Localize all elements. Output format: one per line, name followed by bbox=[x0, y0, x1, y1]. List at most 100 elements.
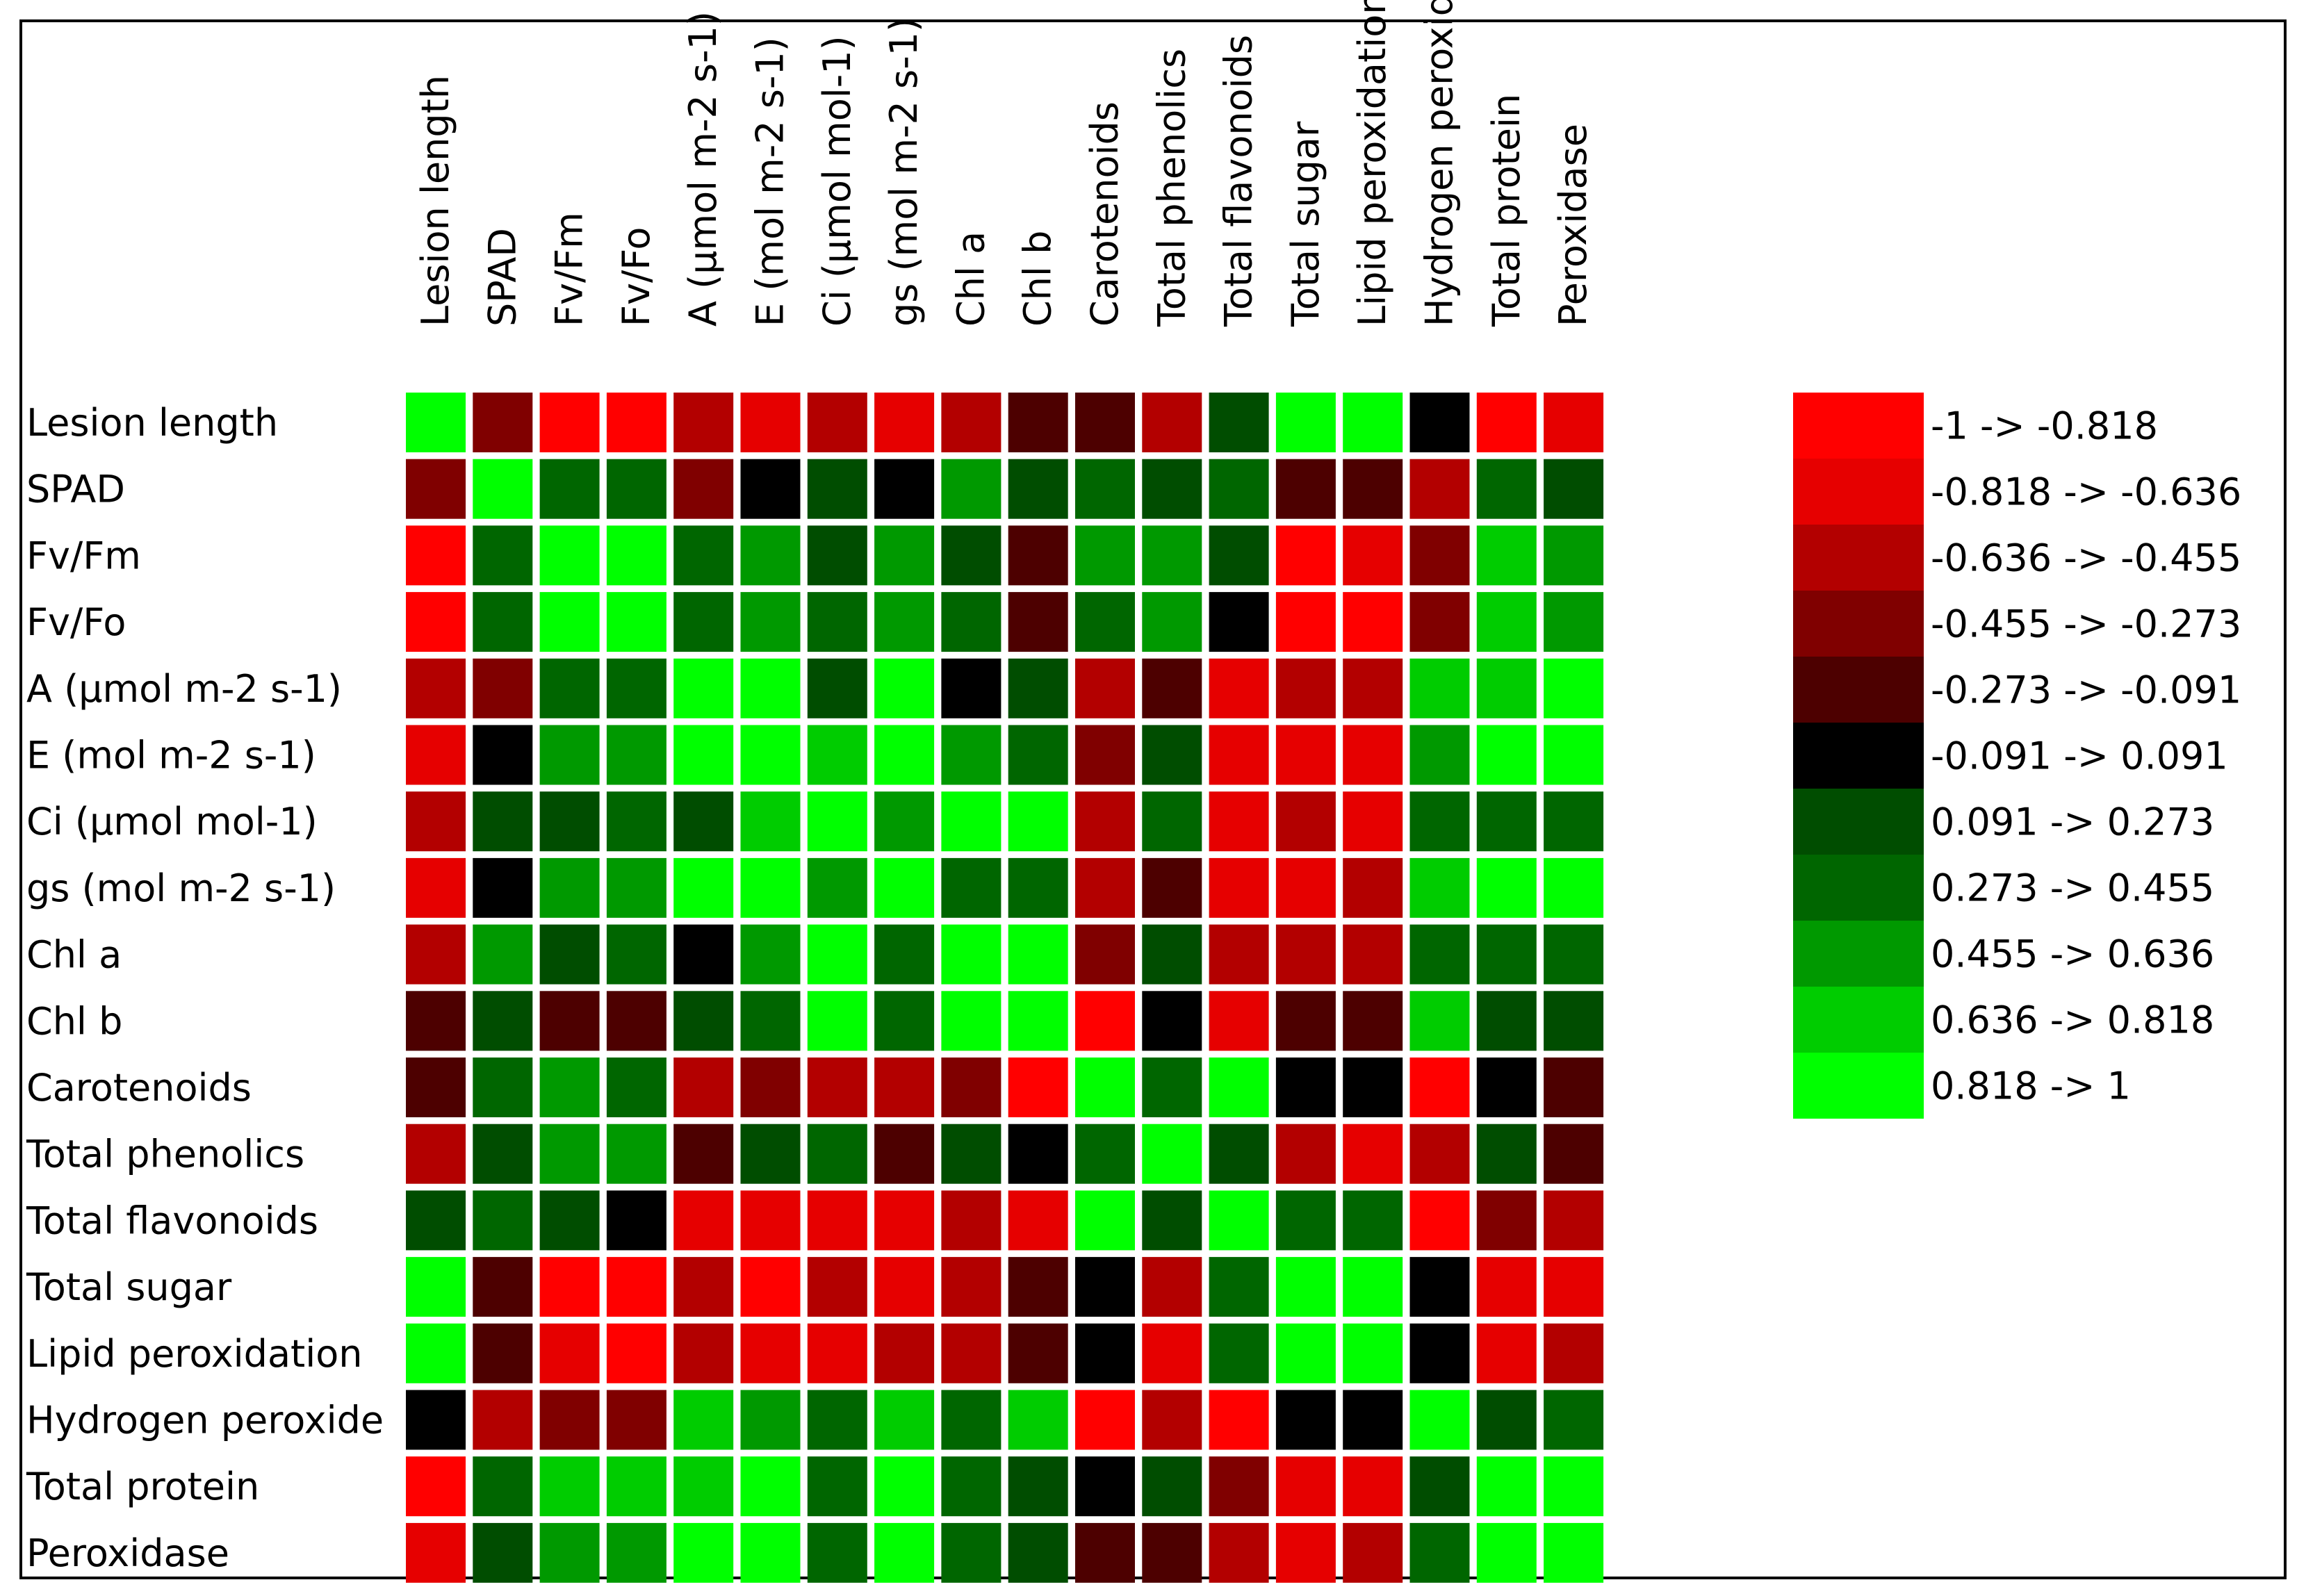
heatmap-cell bbox=[1209, 924, 1269, 985]
heatmap-cell bbox=[406, 725, 466, 785]
heatmap-cell bbox=[1343, 658, 1403, 718]
heatmap-cell bbox=[673, 924, 734, 985]
heatmap-cell bbox=[539, 1323, 600, 1383]
heatmap-cell bbox=[941, 791, 1001, 852]
row-label: Fv/Fo bbox=[26, 600, 126, 644]
heatmap-cell bbox=[1544, 1124, 1604, 1184]
heatmap-cell bbox=[1008, 991, 1068, 1051]
heatmap-cell bbox=[406, 1522, 466, 1583]
heatmap-cell bbox=[1343, 1323, 1403, 1383]
heatmap-cell bbox=[1476, 924, 1537, 985]
heatmap-cell bbox=[1275, 1058, 1336, 1117]
heatmap-cell bbox=[1209, 592, 1269, 652]
heatmap-cell bbox=[1209, 658, 1269, 718]
heatmap-cell bbox=[1142, 393, 1202, 452]
column-label: Hydrogen peroxide bbox=[1418, 0, 1462, 327]
heatmap-cell bbox=[539, 924, 600, 985]
heatmap-cell bbox=[473, 1522, 533, 1583]
heatmap-cell bbox=[807, 725, 867, 785]
legend-swatch bbox=[1793, 657, 1924, 723]
heatmap-cell bbox=[673, 1058, 734, 1117]
legend-label: -0.636 -> -0.455 bbox=[1931, 536, 2241, 580]
heatmap-cell bbox=[473, 1456, 533, 1517]
heatmap-cell bbox=[807, 1124, 867, 1184]
heatmap-cell bbox=[941, 1522, 1001, 1583]
heatmap-cell bbox=[1275, 1456, 1336, 1517]
row-label: Carotenoids bbox=[26, 1066, 252, 1110]
heatmap-cell bbox=[473, 1323, 533, 1383]
heatmap-cell bbox=[1409, 1323, 1470, 1383]
heatmap-cell bbox=[874, 1323, 935, 1383]
heatmap-cell bbox=[473, 991, 533, 1051]
heatmap-cell bbox=[1343, 857, 1403, 918]
heatmap-cell bbox=[874, 1257, 935, 1317]
heatmap-cell bbox=[941, 1124, 1001, 1184]
heatmap-cell bbox=[1075, 1058, 1135, 1117]
heatmap-cell bbox=[941, 1257, 1001, 1317]
heatmap-cell bbox=[1544, 1522, 1604, 1583]
heatmap-cell bbox=[1544, 1058, 1604, 1117]
heatmap-cell bbox=[1209, 725, 1269, 785]
column-label: A (µmol m-2 s-1) bbox=[681, 11, 725, 327]
heatmap-cell bbox=[473, 525, 533, 586]
heatmap-cell bbox=[1008, 791, 1068, 852]
heatmap-cell bbox=[740, 725, 801, 785]
column-label: gs (mol m-2 s-1) bbox=[882, 17, 926, 327]
heatmap-cell bbox=[406, 1456, 466, 1517]
heatmap-cell bbox=[606, 924, 667, 985]
heatmap-cell bbox=[1142, 1257, 1202, 1317]
heatmap-cell bbox=[740, 1257, 801, 1317]
heatmap-cell bbox=[539, 1124, 600, 1184]
legend-label: -0.818 -> -0.636 bbox=[1931, 470, 2241, 514]
heatmap-cell bbox=[1209, 1124, 1269, 1184]
column-label: Fv/Fm bbox=[548, 212, 591, 327]
column-label: SPAD bbox=[480, 228, 524, 327]
heatmap-cell bbox=[1142, 857, 1202, 918]
heatmap-cell bbox=[606, 1390, 667, 1450]
heatmap-cell bbox=[1075, 1257, 1135, 1317]
heatmap-cell bbox=[406, 1323, 466, 1383]
heatmap-cell bbox=[1142, 658, 1202, 718]
heatmap-cell bbox=[740, 1522, 801, 1583]
heatmap-cell bbox=[406, 924, 466, 985]
heatmap-cell bbox=[473, 924, 533, 985]
heatmap-cell bbox=[1142, 1456, 1202, 1517]
heatmap-cell bbox=[1209, 857, 1269, 918]
column-label: Ci (µmol mol-1) bbox=[815, 35, 859, 327]
heatmap-cell bbox=[1409, 1522, 1470, 1583]
heatmap-cell bbox=[473, 1390, 533, 1450]
heatmap-cell bbox=[1476, 1124, 1537, 1184]
heatmap-cell bbox=[1008, 924, 1068, 985]
heatmap-cell bbox=[606, 525, 667, 586]
heatmap-cell bbox=[1008, 1323, 1068, 1383]
heatmap-cell bbox=[941, 991, 1001, 1051]
heatmap-cell bbox=[1075, 725, 1135, 785]
heatmap-cell bbox=[807, 857, 867, 918]
column-label: Total protein bbox=[1485, 94, 1528, 327]
heatmap-cell bbox=[539, 1522, 600, 1583]
heatmap-cell bbox=[1275, 592, 1336, 652]
heatmap-cell bbox=[1544, 1390, 1604, 1450]
heatmap-cell bbox=[1544, 658, 1604, 718]
heatmap-cell bbox=[1409, 1124, 1470, 1184]
heatmap-cell bbox=[1409, 393, 1470, 452]
heatmap-cell bbox=[1409, 1257, 1470, 1317]
heatmap-cell bbox=[539, 725, 600, 785]
heatmap-cell bbox=[673, 791, 734, 852]
heatmap-cell bbox=[1209, 525, 1269, 586]
heatmap-cell bbox=[941, 924, 1001, 985]
column-label: Chl b bbox=[1016, 231, 1060, 327]
heatmap-cell bbox=[673, 857, 734, 918]
heatmap-cell bbox=[1476, 658, 1537, 718]
heatmap-cell bbox=[1476, 791, 1537, 852]
heatmap-cell bbox=[473, 1257, 533, 1317]
heatmap-cell bbox=[1275, 658, 1336, 718]
heatmap-cell bbox=[1275, 791, 1336, 852]
heatmap-cell bbox=[1142, 1190, 1202, 1251]
heatmap-cell bbox=[673, 1190, 734, 1251]
heatmap-cell bbox=[1275, 924, 1336, 985]
heatmap-cell bbox=[1142, 791, 1202, 852]
column-label: Carotenoids bbox=[1083, 101, 1127, 327]
heatmap-cell bbox=[1008, 1522, 1068, 1583]
